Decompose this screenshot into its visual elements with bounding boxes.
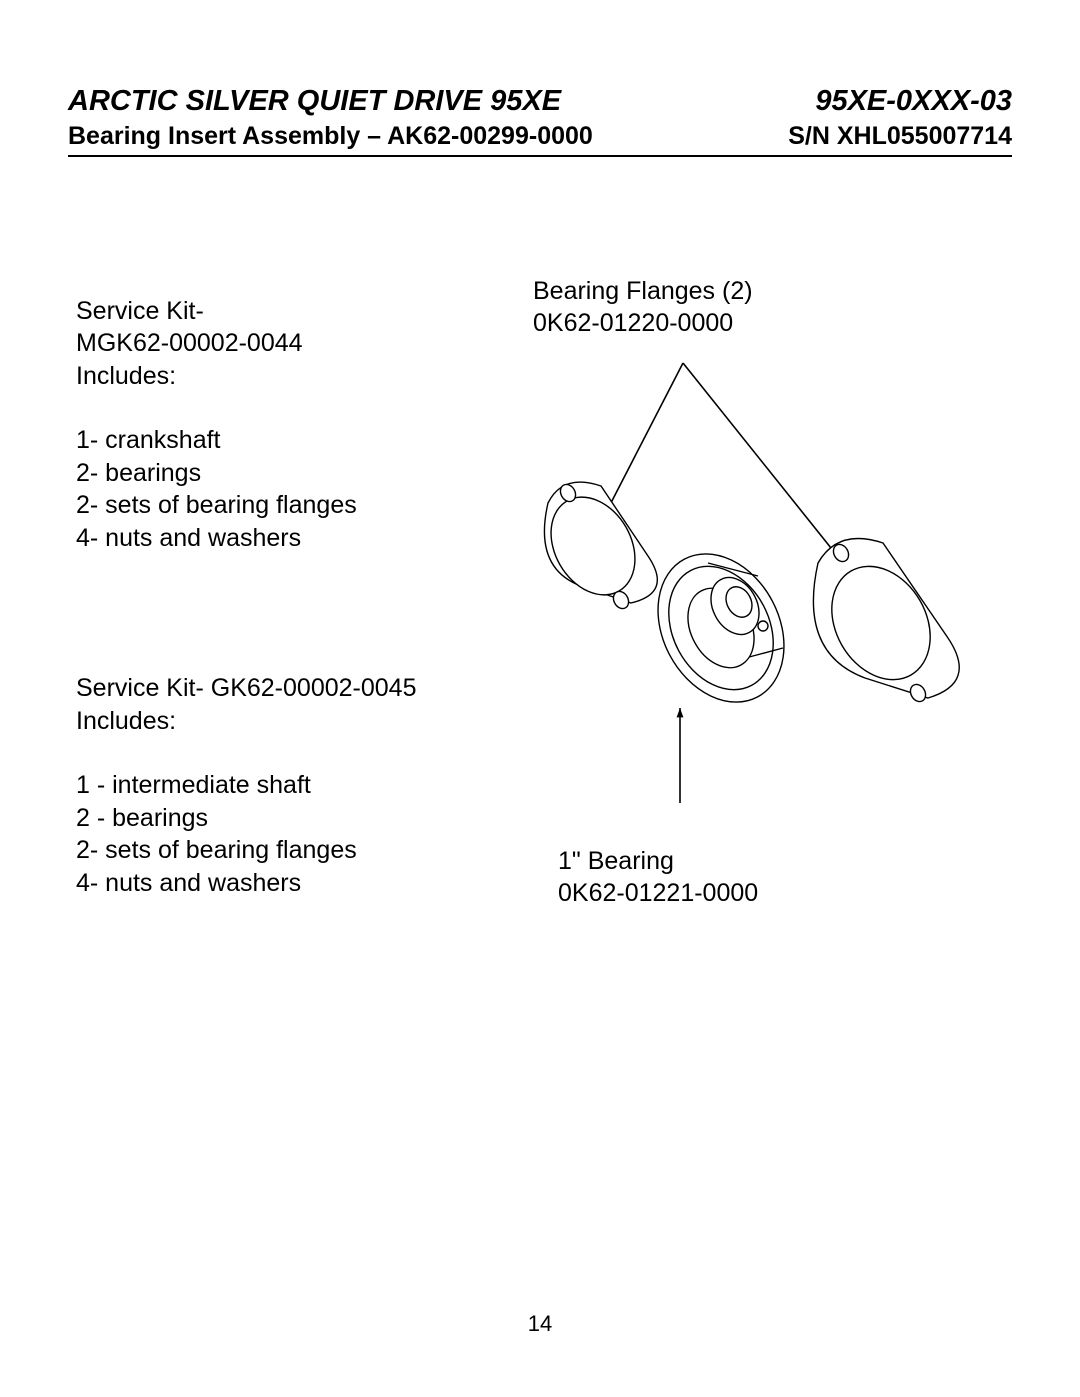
callout-top-line1: Bearing Flanges (2) [533, 275, 1013, 308]
sk1-line1: Service Kit- [76, 295, 496, 328]
subtitle-right: S/N XHL055007714 [788, 120, 1012, 153]
sk2-line1: Service Kit- GK62-00002-0045 [76, 672, 496, 705]
callout-bottom-line2: 0K62-01221-0000 [558, 877, 1013, 910]
exploded-diagram [513, 358, 983, 818]
sk1-item: 4- nuts and washers [76, 522, 496, 555]
title-right: 95XE-0XXX-03 [815, 85, 1012, 118]
sk2-line2: Includes: [76, 705, 496, 738]
sk1-item: 2- bearings [76, 457, 496, 490]
service-kit-1: Service Kit- MGK62-00002-0044 Includes: … [76, 295, 496, 555]
callout-top: Bearing Flanges (2) 0K62-01220-0000 [533, 275, 1013, 340]
right-column: Bearing Flanges (2) 0K62-01220-0000 1" B… [513, 275, 1013, 910]
sk2-list: 1 - intermediate shaft 2 - bearings 2- s… [76, 769, 496, 899]
sk2-item: 1 - intermediate shaft [76, 769, 496, 802]
header-title-row: ARCTIC SILVER QUIET DRIVE 95XE 95XE-0XXX… [68, 85, 1012, 118]
header-subtitle-row: Bearing Insert Assembly – AK62-00299-000… [68, 120, 1012, 153]
title-left: ARCTIC SILVER QUIET DRIVE 95XE [68, 85, 561, 118]
sk2-item: 2 - bearings [76, 802, 496, 835]
page-number: 14 [0, 1311, 1080, 1337]
sk1-line3: Includes: [76, 360, 496, 393]
subtitle-left: Bearing Insert Assembly – AK62-00299-000… [68, 120, 593, 153]
sk1-list: 1- crankshaft 2- bearings 2- sets of bea… [76, 424, 496, 554]
left-column: Service Kit- MGK62-00002-0044 Includes: … [76, 295, 496, 900]
sk1-item: 1- crankshaft [76, 424, 496, 457]
sk2-item: 2- sets of bearing flanges [76, 834, 496, 867]
callout-bottom-line1: 1" Bearing [558, 845, 1013, 878]
sk2-item: 4- nuts and washers [76, 867, 496, 900]
callout-top-line2: 0K62-01220-0000 [533, 307, 1013, 340]
header-underline [68, 155, 1012, 157]
sk1-line2: MGK62-00002-0044 [76, 327, 496, 360]
sk1-item: 2- sets of bearing flanges [76, 489, 496, 522]
callout-bottom: 1" Bearing 0K62-01221-0000 [558, 845, 1013, 910]
service-kit-2: Service Kit- GK62-00002-0045 Includes: 1… [76, 672, 496, 899]
